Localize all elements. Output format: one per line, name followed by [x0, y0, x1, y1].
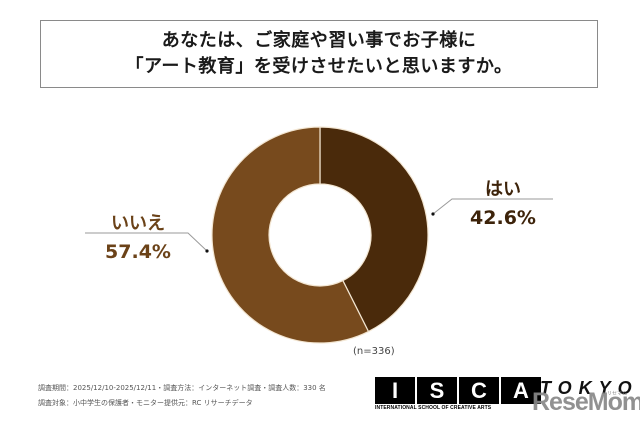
question-title-line-2: 「アート教育」を受けさせたいと思いますか。: [125, 56, 513, 77]
question-title-box: あなたは、ご家庭や習い事でお子様に 「アート教育」を受けさせたいと思いますか。: [40, 20, 598, 88]
sample-size-label: (n=336): [353, 346, 395, 357]
label-yes-percent: 42.6%: [470, 207, 536, 229]
tokyo-wordmark: TOKYO: [540, 378, 639, 398]
isca-letter-a: A: [501, 377, 541, 404]
footnote-survey-target: 調査対象：小中学生の保護者・モニター提供元：RC リサーチデータ: [38, 399, 253, 407]
no-leader-line: [85, 232, 208, 252]
yes-leader-line: [432, 198, 553, 215]
isca-subtitle: INTERNATIONAL SCHOOL OF CREATIVE ARTS: [375, 405, 492, 411]
isca-letter-c: C: [459, 377, 499, 404]
no-leader-dot: [205, 249, 209, 253]
yes-leader-dot: [431, 212, 435, 216]
donut-slices: [211, 126, 429, 344]
donut-slice-0: [319, 126, 429, 333]
isca-letter-s: S: [417, 377, 457, 404]
isca-letter-i: I: [375, 377, 415, 404]
donut-slice-1: [211, 126, 370, 344]
resemom-kana: リセマム: [607, 391, 628, 397]
resemom-watermark: ReseMom.: [532, 388, 640, 416]
footnote-survey-period: 調査期間：2025/12/10-2025/12/11・調査方法：インターネット調…: [38, 384, 326, 392]
label-yes-name: はい: [485, 179, 521, 200]
question-title-line-1: あなたは、ご家庭や習い事でお子様に: [161, 30, 477, 51]
label-no: いいえ 57.4%: [88, 209, 188, 263]
label-yes: はい 42.6%: [455, 175, 551, 229]
isca-logo: I S C A INTERNATIONAL SCHOOL OF CREATIVE…: [375, 377, 541, 411]
label-no-percent: 57.4%: [105, 241, 171, 263]
label-no-name: いいえ: [111, 213, 165, 234]
leader-lines: [85, 198, 553, 252]
